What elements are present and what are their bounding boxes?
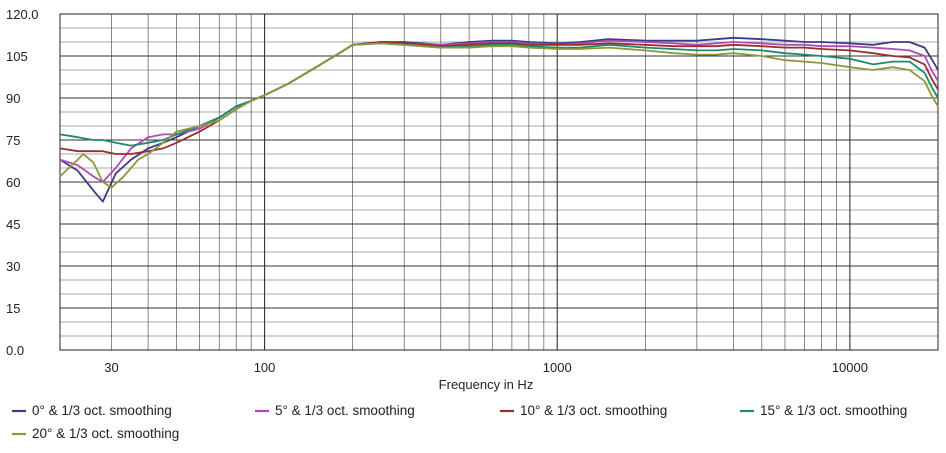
major-gridlines [60,13,938,351]
y-tick-label: 60 [6,175,20,190]
y-tick-label: 90 [6,91,20,106]
legend-label: 20° & 1/3 oct. smoothing [32,426,179,441]
x-tick-label: 1000 [543,360,572,375]
series-line [59,42,939,189]
legend-label: 5° & 1/3 oct. smoothing [275,403,415,418]
series-line [59,39,939,183]
y-tick-label: 120.0 [6,7,39,22]
series-line [59,42,939,147]
x-tick-label: 100 [254,360,276,375]
plot-frame [59,13,939,351]
legend-label: 10° & 1/3 oct. smoothing [520,403,667,418]
x-tick-label: 30 [104,360,118,375]
series-line [59,41,939,155]
legend-label: 15° & 1/3 oct. smoothing [760,403,907,418]
y-tick-label: 105 [6,49,28,64]
series-lines [59,36,939,203]
x-tick-label: 10000 [832,360,868,375]
y-tick-label: 75 [6,133,20,148]
y-tick-label: 15 [6,301,20,316]
y-axis-tick-labels: 0.0 15 30 45 60 75 90 105 120.0 [6,7,39,358]
legend-label: 0° & 1/3 oct. smoothing [32,403,172,418]
x-axis-tick-labels: 30 100 1000 10000 [104,360,868,375]
legend: 0° & 1/3 oct. smoothing 5° & 1/3 oct. smo… [12,403,907,441]
y-tick-label: 45 [6,217,20,232]
y-tick-label: 30 [6,259,20,274]
x-axis-title: Frequency in Hz [439,377,534,392]
y-tick-label: 0.0 [6,343,24,358]
